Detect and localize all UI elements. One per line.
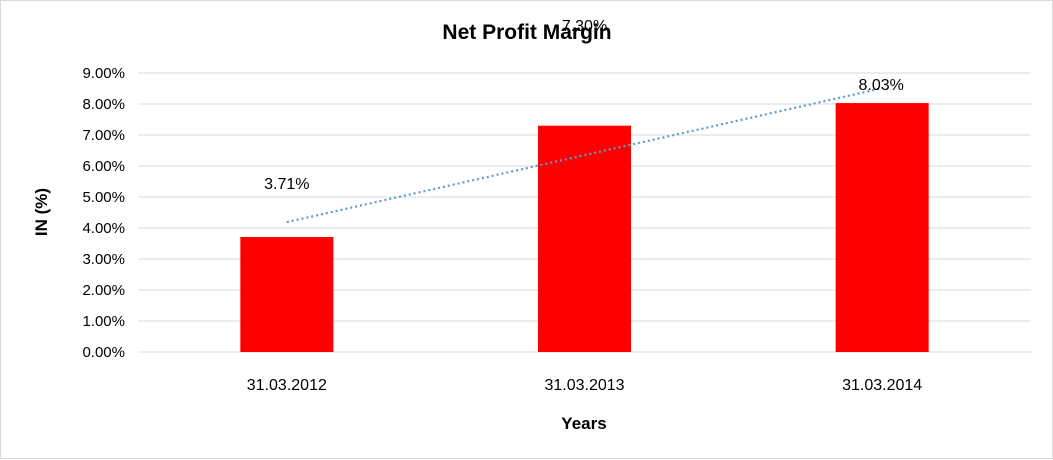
data-label: 7.30% [562,18,607,35]
x-category-label: 31.03.2014 [842,377,922,394]
trendline-layer [286,87,883,224]
y-tick-label: 2.00% [82,282,125,299]
bar [240,236,334,352]
y-tick-label: 1.00% [82,313,125,330]
data-label: 8.03% [858,77,903,94]
x-category-label: 31.03.2012 [247,377,327,394]
trendline [286,87,883,224]
data-labels: 3.71% 7.30% 8.03% [264,18,904,193]
y-tick-label: 6.00% [82,158,125,175]
bar [538,125,631,352]
y-tick-label: 3.00% [82,251,125,268]
x-category-label: 31.03.2013 [544,377,624,394]
y-tick-label: 9.00% [82,65,125,82]
data-label: 3.71% [264,176,309,193]
y-tick-label: 7.00% [82,127,125,144]
x-category-labels: 31.03.2012 31.03.2013 31.03.2014 [247,377,923,394]
y-tick-label: 8.00% [82,96,125,113]
chart-title: Net Profit Margin [442,21,611,44]
bar [835,103,929,352]
y-tick-label: 0.00% [82,344,125,361]
y-axis-title: IN (%) [32,188,51,236]
y-tick-labels: 0.00% 1.00% 2.00% 3.00% 4.00% 5.00% 6.00% 7.00%… [82,65,125,361]
y-tick-label: 4.00% [82,220,125,237]
bars [240,103,929,352]
x-axis-title: Years [561,414,606,433]
y-tick-label: 5.00% [82,189,125,206]
